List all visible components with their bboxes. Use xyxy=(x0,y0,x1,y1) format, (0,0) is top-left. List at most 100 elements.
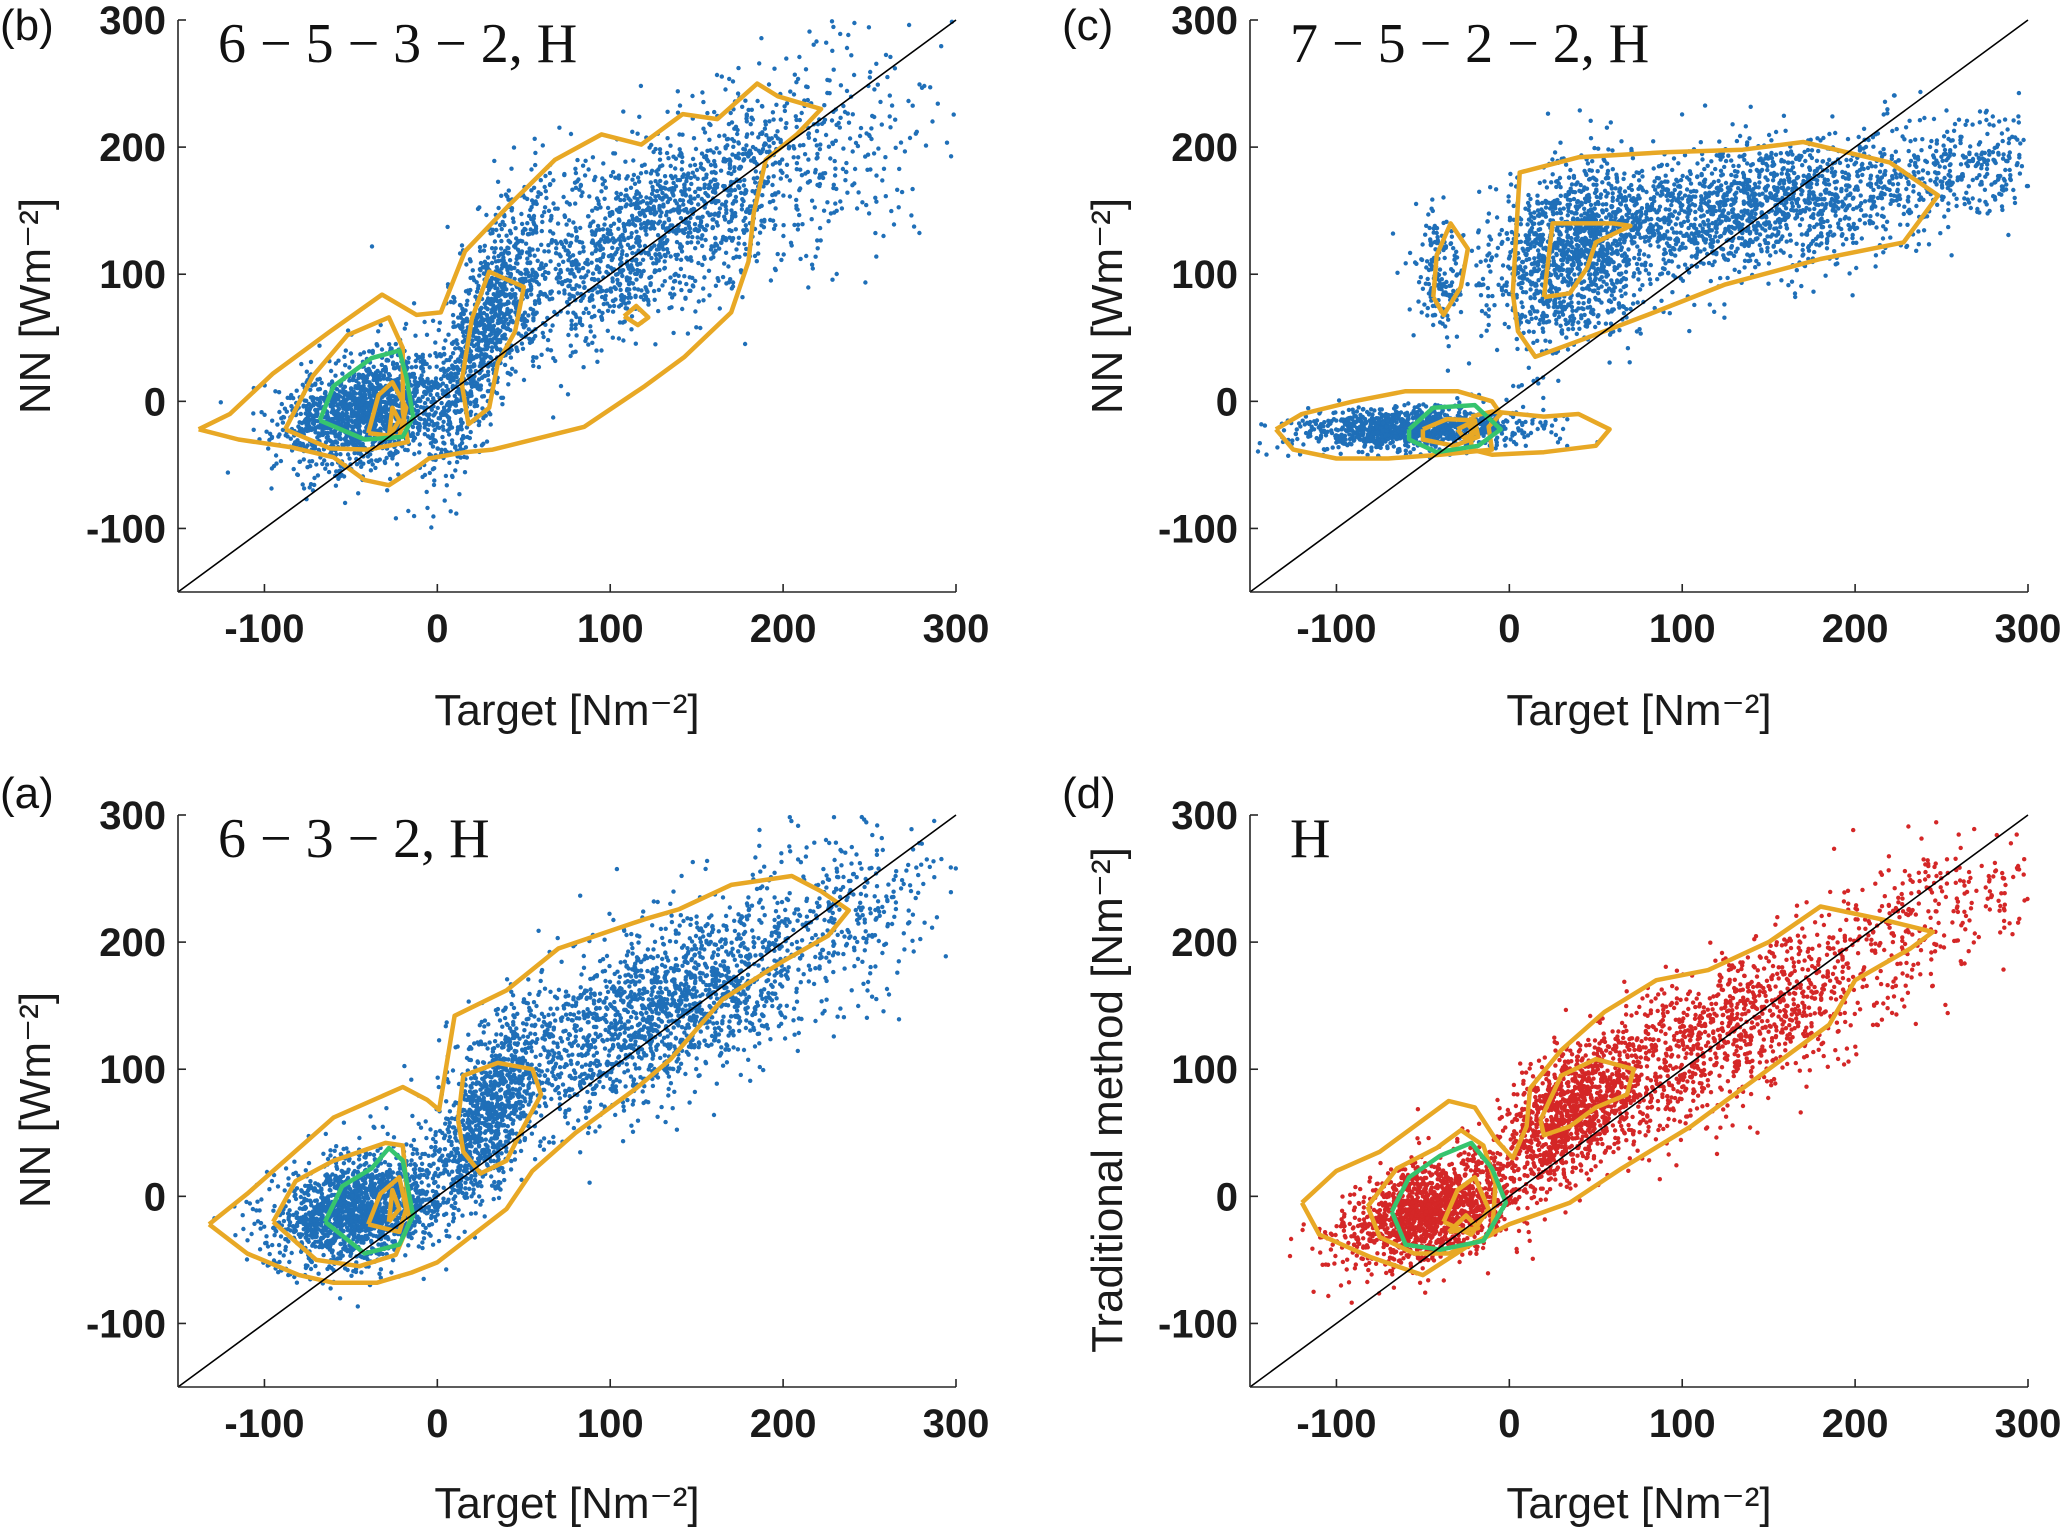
scatter-point xyxy=(577,250,582,255)
scatter-point xyxy=(544,294,549,299)
scatter-point xyxy=(464,262,469,267)
scatter-point xyxy=(1322,420,1327,425)
scatter-point xyxy=(791,155,796,160)
scatter-point xyxy=(864,202,869,208)
scatter-point xyxy=(610,169,616,175)
scatter-point xyxy=(658,150,663,156)
scatter-point xyxy=(310,426,315,431)
scatter-point xyxy=(575,157,580,163)
scatter-point xyxy=(632,271,638,276)
scatter-point xyxy=(610,309,616,314)
scatter-point xyxy=(443,338,448,343)
scatter-point xyxy=(360,398,366,404)
scatter-point xyxy=(488,231,493,236)
scatter-point xyxy=(618,191,624,197)
scatter-point xyxy=(535,194,540,199)
scatter-point xyxy=(730,280,736,285)
scatter-point xyxy=(736,140,741,145)
scatter-point xyxy=(665,238,670,243)
scatter-point xyxy=(590,155,596,160)
scatter-point xyxy=(800,222,805,227)
scatter-point xyxy=(633,341,638,346)
scatter-point xyxy=(561,194,566,200)
scatter-point xyxy=(791,144,796,149)
scatter-point xyxy=(596,266,602,271)
scatter-point xyxy=(269,486,274,491)
scatter-point xyxy=(551,201,556,206)
scatter-point xyxy=(528,282,533,287)
scatter-point xyxy=(550,323,555,328)
scatter-point xyxy=(520,229,526,234)
scatter-point xyxy=(671,279,677,284)
scatter-point xyxy=(428,386,434,391)
scatter-point xyxy=(773,206,778,211)
scatter-point xyxy=(437,416,443,421)
scatter-point xyxy=(1553,432,1559,438)
scatter-point xyxy=(447,460,452,465)
scatter-point xyxy=(585,214,591,219)
scatter-point xyxy=(743,190,748,196)
scatter-point xyxy=(662,220,667,225)
scatter-point xyxy=(307,485,312,490)
scatter-point xyxy=(571,294,577,299)
scatter-point xyxy=(703,153,709,159)
scatter-point xyxy=(796,155,801,160)
y-tick-label: 300 xyxy=(99,0,166,43)
scatter-point xyxy=(712,109,717,115)
scatter-point xyxy=(634,277,639,282)
scatter-point xyxy=(543,189,548,194)
scatter-point xyxy=(590,340,595,345)
scatter-point xyxy=(1565,417,1570,422)
scatter-point xyxy=(386,358,391,363)
scatter-point xyxy=(347,406,353,411)
scatter-point xyxy=(376,329,381,334)
scatter-point xyxy=(432,466,437,471)
scatter-point xyxy=(605,308,611,313)
scatter-point xyxy=(555,221,561,226)
scatter-point xyxy=(726,121,732,127)
scatter-point xyxy=(639,272,644,277)
scatter-point xyxy=(775,251,780,257)
scatter-point xyxy=(611,240,617,245)
scatter-point xyxy=(814,143,819,148)
scatter-point xyxy=(519,341,525,346)
scatter-point xyxy=(504,233,509,238)
scatter-point xyxy=(695,235,700,240)
scatter-point xyxy=(279,401,284,407)
scatter-point xyxy=(872,87,877,92)
scatter-point xyxy=(620,273,625,279)
scatter-point xyxy=(1351,431,1356,436)
scatter-point xyxy=(832,158,837,164)
scatter-point xyxy=(1538,420,1543,425)
scatter-point xyxy=(425,385,430,390)
scatter-point xyxy=(657,157,663,162)
scatter-point xyxy=(693,309,698,314)
scatter-point xyxy=(654,169,659,174)
scatter-point xyxy=(387,342,392,347)
scatter-point xyxy=(310,421,316,426)
scatter-point xyxy=(531,213,537,219)
scatter-point xyxy=(771,140,776,146)
scatter-point xyxy=(334,392,340,398)
scatter-point xyxy=(650,184,655,190)
scatter-point xyxy=(707,137,712,142)
scatter-point xyxy=(331,403,336,408)
scatter-point xyxy=(727,76,732,82)
scatter-point xyxy=(910,186,915,192)
scatter-point xyxy=(526,274,532,279)
scatter-point xyxy=(519,221,525,227)
scatter-point xyxy=(370,350,375,355)
scatter-point xyxy=(684,281,689,287)
scatter-point xyxy=(670,190,675,196)
scatter-point xyxy=(537,300,542,305)
scatter-point xyxy=(527,253,533,258)
scatter-point xyxy=(565,310,570,315)
scatter-point xyxy=(457,302,463,308)
scatter-point xyxy=(386,396,391,401)
scatter-point xyxy=(856,190,861,195)
scatter-point xyxy=(426,422,432,427)
scatter-point xyxy=(879,122,884,127)
scatter-point xyxy=(630,221,636,227)
scatter-point xyxy=(225,470,231,475)
scatter-point xyxy=(1330,445,1335,450)
